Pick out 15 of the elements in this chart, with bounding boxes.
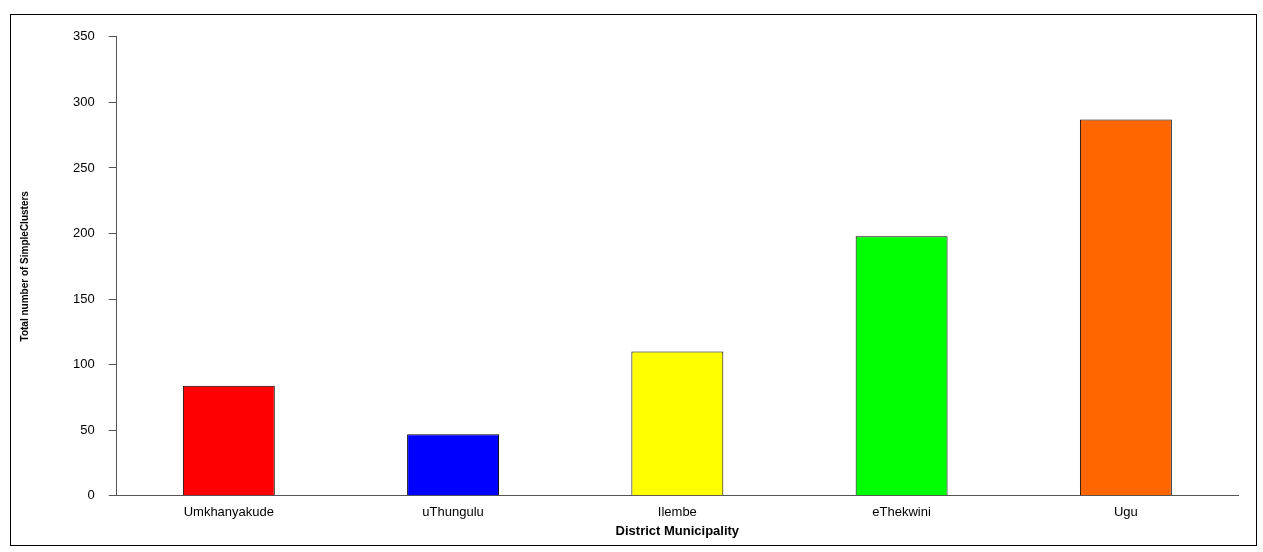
x-tick-label: eThekwini	[872, 504, 931, 520]
y-tick-label: 200	[72, 225, 95, 241]
x-axis-title: District Municipality	[615, 522, 740, 538]
y-tick-label: 350	[72, 28, 95, 44]
x-tick-label: Umkhanyakude	[183, 504, 274, 520]
y-tick-label: 250	[72, 159, 95, 175]
x-tick-label: uThungulu	[422, 504, 484, 520]
x-tick-label: Ilembe	[657, 504, 697, 520]
y-tick-label: 100	[72, 356, 95, 372]
y-tick-label: 50	[80, 421, 95, 437]
x-tick-label: Ugu	[1113, 504, 1138, 520]
y-tick-label: 150	[72, 290, 95, 306]
y-axis-title: Total number of SimpleClusters	[18, 190, 30, 342]
y-tick-label: 0	[87, 487, 95, 503]
y-tick-label: 300	[72, 93, 95, 109]
